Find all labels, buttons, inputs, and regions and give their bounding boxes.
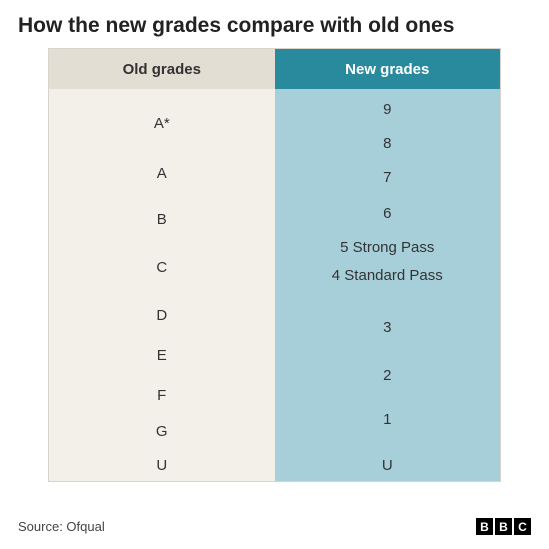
old-grade-e: E xyxy=(49,347,275,364)
new-grade-6: 6 xyxy=(275,205,501,222)
new-grade-u: U xyxy=(275,457,501,474)
new-grade-7: 7 xyxy=(275,169,501,186)
header-row: Old grades New grades xyxy=(49,49,500,89)
new-grade-5: 5 Strong Pass xyxy=(275,239,501,256)
new-grade-4: 4 Standard Pass xyxy=(275,267,501,284)
logo-box-c: C xyxy=(514,518,531,535)
source-text: Source: Ofqual xyxy=(18,519,105,534)
logo-box-b2: B xyxy=(495,518,512,535)
new-grade-9: 9 xyxy=(275,101,501,118)
old-grade-c: C xyxy=(49,259,275,276)
grade-table: Old grades New grades A* A B C D E F G U… xyxy=(48,48,501,482)
old-grade-f: F xyxy=(49,387,275,404)
body-row: A* A B C D E F G U 9 8 7 6 5 Strong Pass… xyxy=(49,89,500,481)
old-grade-a-star: A* xyxy=(49,115,275,132)
old-grade-u: U xyxy=(49,457,275,474)
old-grade-a: A xyxy=(49,165,275,182)
logo-box-b1: B xyxy=(476,518,493,535)
new-grade-8: 8 xyxy=(275,135,501,152)
old-grade-b: B xyxy=(49,211,275,228)
footer: Source: Ofqual B B C xyxy=(18,518,531,535)
new-grades-column: 9 8 7 6 5 Strong Pass 4 Standard Pass 3 … xyxy=(275,89,501,481)
old-grade-d: D xyxy=(49,307,275,324)
chart-title: How the new grades compare with old ones xyxy=(0,0,549,48)
header-old-grades: Old grades xyxy=(49,49,275,89)
old-grade-g: G xyxy=(49,423,275,440)
bbc-logo: B B C xyxy=(476,518,531,535)
old-grades-column: A* A B C D E F G U xyxy=(49,89,275,481)
new-grade-3: 3 xyxy=(275,319,501,336)
new-grade-1: 1 xyxy=(275,411,501,428)
new-grade-2: 2 xyxy=(275,367,501,384)
header-new-grades: New grades xyxy=(275,49,501,89)
